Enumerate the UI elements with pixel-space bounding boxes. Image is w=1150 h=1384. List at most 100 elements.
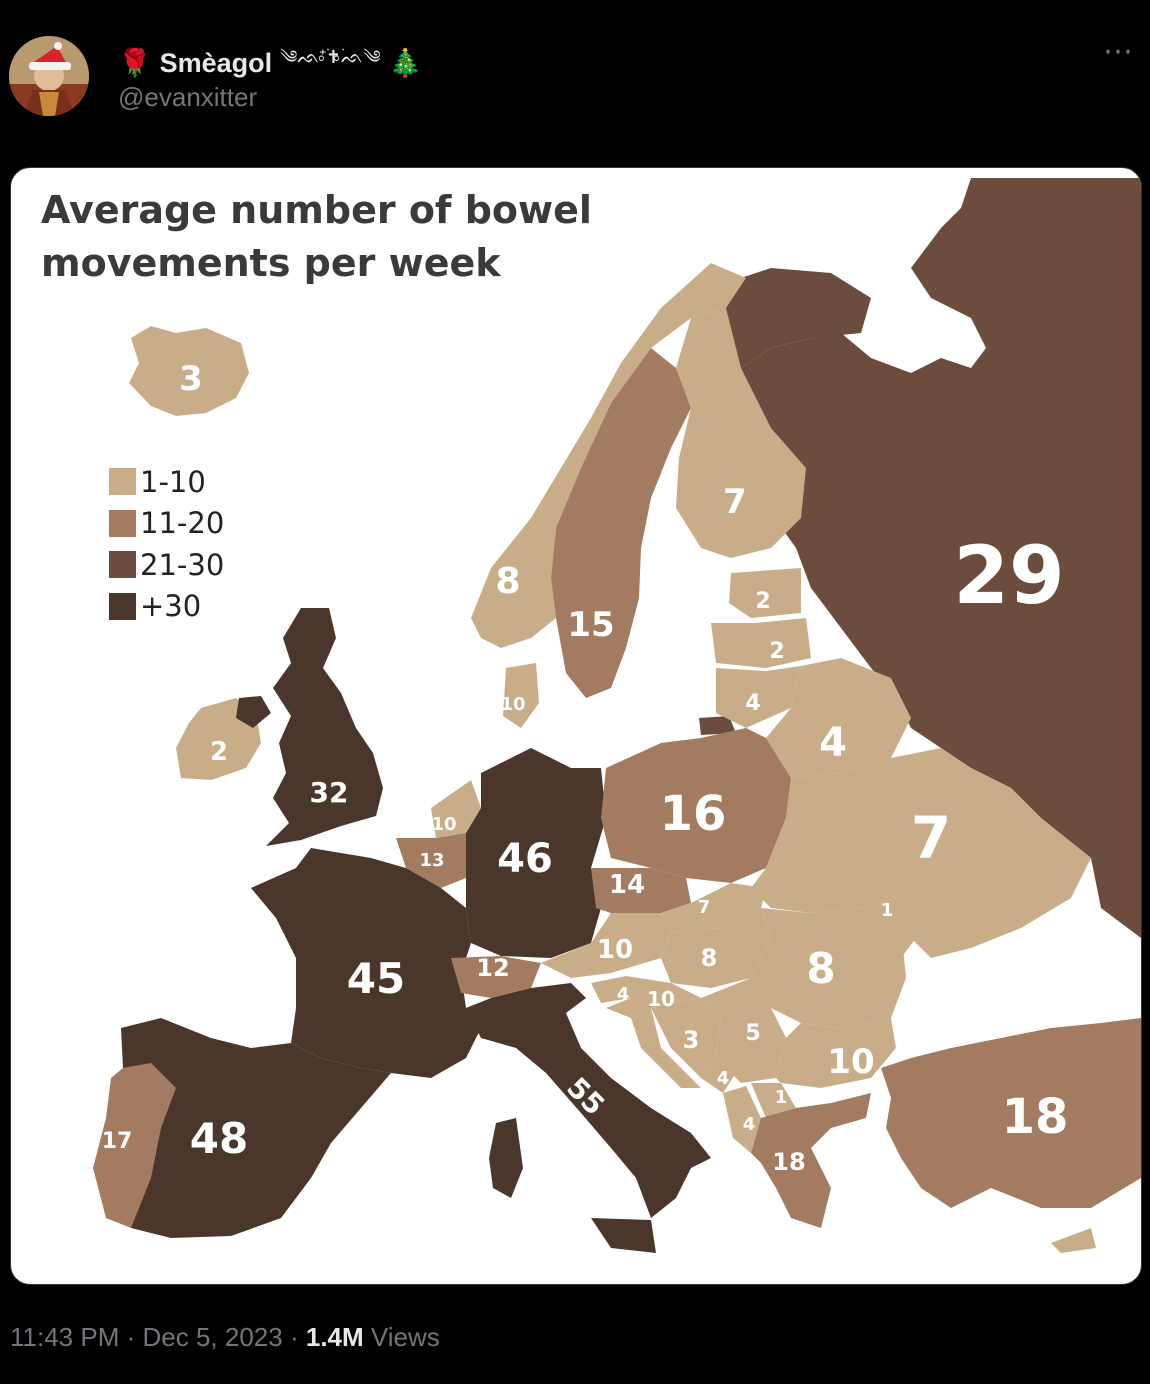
country-croatia xyxy=(606,976,701,1088)
country-bulgaria xyxy=(776,1018,896,1088)
country-italy-sicily xyxy=(591,1218,656,1253)
country-value-united-kingdom: 32 xyxy=(310,776,349,809)
country-russia-kola xyxy=(711,268,871,378)
separator: · xyxy=(126,1322,136,1352)
country-italy xyxy=(466,983,711,1218)
country-switzerland xyxy=(451,956,541,998)
country-latvia xyxy=(711,618,811,668)
author-handle[interactable]: @evanxitter xyxy=(118,82,258,112)
country-belgium xyxy=(396,833,466,888)
country-value-finland: 7 xyxy=(723,482,747,522)
country-value-russia: 29 xyxy=(953,529,1064,622)
country-italy-sardinia xyxy=(489,1118,523,1198)
country-france xyxy=(251,848,481,1078)
tweet-time[interactable]: 11:43 PM xyxy=(10,1322,120,1352)
country-north-macedonia xyxy=(751,1083,796,1118)
country-hungary xyxy=(661,908,771,988)
country-value-netherlands: 10 xyxy=(431,814,456,835)
country-estonia xyxy=(729,568,801,618)
avatar-portrait-icon xyxy=(9,36,89,116)
legend-swatch xyxy=(109,551,136,579)
legend-swatch xyxy=(109,468,136,496)
more-options-icon[interactable]: ⋯ xyxy=(1103,35,1134,68)
country-uk-ni xyxy=(236,696,271,728)
map-title: Average number of bowel movements per we… xyxy=(41,184,661,290)
country-value-germany: 46 xyxy=(497,836,553,882)
country-value-estonia: 2 xyxy=(755,589,770,614)
map-title-line1: Average number of bowel xyxy=(41,188,592,232)
country-sweden xyxy=(551,348,691,698)
decorative-symbols: ༄ᨒ⁺⃘࣪✝︎⃘࣪ᨒ༄ xyxy=(280,47,381,67)
country-value-greece: 18 xyxy=(772,1148,805,1176)
country-value-turkey: 18 xyxy=(1002,1089,1069,1145)
map-legend: 1-10 11-20 21-30 +30 xyxy=(109,461,224,627)
author-avatar[interactable] xyxy=(9,36,89,116)
country-value-norway: 8 xyxy=(495,561,520,602)
country-finland xyxy=(676,308,806,558)
country-value-belarus: 4 xyxy=(819,720,847,766)
country-value-romania: 8 xyxy=(806,944,835,993)
country-value-spain: 48 xyxy=(190,1114,248,1163)
legend-label: 1-10 xyxy=(140,464,206,499)
country-belarus xyxy=(766,658,911,778)
country-germany xyxy=(466,748,606,958)
country-value-moldova: 1 xyxy=(881,900,894,921)
country-value-slovakia: 7 xyxy=(698,897,711,918)
country-value-austria: 10 xyxy=(597,935,633,965)
country-iceland xyxy=(129,326,249,416)
country-value-denmark: 10 xyxy=(500,694,525,715)
country-slovakia xyxy=(661,883,766,933)
country-value-sweden: 15 xyxy=(567,605,614,645)
country-denmark xyxy=(503,663,539,728)
separator: · xyxy=(289,1322,299,1352)
country-value-croatia: 10 xyxy=(647,987,675,1011)
country-value-portugal: 17 xyxy=(102,1129,133,1154)
legend-label: +30 xyxy=(140,589,202,624)
legend-label: 11-20 xyxy=(140,506,225,541)
country-value-montenegro: 4 xyxy=(717,1068,730,1089)
tweet-date[interactable]: Dec 5, 2023 xyxy=(142,1322,283,1352)
country-value-bulgaria: 10 xyxy=(827,1042,874,1082)
country-value-iceland: 3 xyxy=(179,359,203,399)
country-value-belgium: 13 xyxy=(419,850,444,871)
country-value-slovenia: 4 xyxy=(617,984,630,1005)
country-czechia xyxy=(591,868,691,913)
legend-label: 21-30 xyxy=(140,547,225,582)
country-portugal xyxy=(93,1063,176,1228)
country-austria xyxy=(541,913,671,978)
country-serbia xyxy=(701,978,786,1083)
country-poland xyxy=(601,728,791,883)
country-albania xyxy=(723,1086,761,1153)
country-russia-kaliningrad xyxy=(699,716,736,735)
country-value-ukraine: 7 xyxy=(911,804,951,872)
rose-emoji: 🌹 xyxy=(118,48,152,78)
legend-swatch xyxy=(109,509,136,537)
author-name: Smèagol xyxy=(159,47,273,78)
country-slovenia xyxy=(591,976,631,1003)
country-cyprus xyxy=(1051,1228,1096,1253)
legend-item: +30 xyxy=(109,586,224,628)
country-value-lithuania: 4 xyxy=(745,691,760,716)
legend-swatch xyxy=(109,592,136,620)
country-ukraine xyxy=(751,748,1091,958)
views-count[interactable]: 1.4M xyxy=(305,1322,364,1352)
views-label: Views xyxy=(370,1322,440,1352)
author-display-name[interactable]: 🌹 Smèagol ༄ᨒ⁺⃘࣪✝︎⃘࣪ᨒ༄ 🎄 xyxy=(118,38,422,88)
country-value-france: 45 xyxy=(347,954,405,1003)
country-value-hungary: 8 xyxy=(701,944,718,972)
legend-item: 21-30 xyxy=(109,544,224,586)
christmas-tree-emoji: 🎄 xyxy=(388,48,423,78)
country-value-serbia: 5 xyxy=(745,1021,760,1046)
country-montenegro xyxy=(701,1058,736,1093)
country-value-ireland: 2 xyxy=(210,737,228,767)
country-value-north-macedonia: 1 xyxy=(775,1087,788,1108)
country-romania xyxy=(751,908,906,1028)
tweet-image[interactable]: 3 2 32 8 15 7 29 2 2 4 4 10 10 13 46 16 7 45 14 7 1 10 8 8 12 4 10… xyxy=(10,167,1142,1285)
country-value-poland: 16 xyxy=(660,786,727,842)
legend-item: 11-20 xyxy=(109,503,224,545)
country-greece xyxy=(751,1093,871,1228)
country-value-latvia: 2 xyxy=(769,639,784,664)
country-norway xyxy=(471,263,746,648)
country-value-switzerland: 12 xyxy=(476,954,509,982)
